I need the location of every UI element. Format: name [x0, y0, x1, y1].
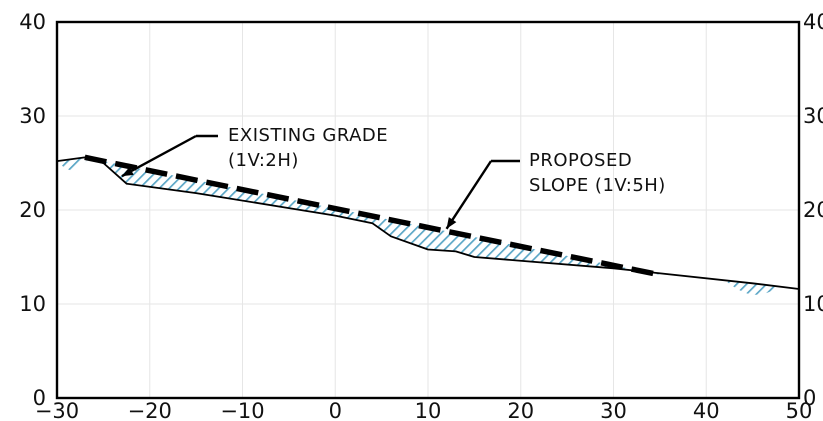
proposed-slope-arrowhead — [446, 217, 457, 229]
annotations: EXISTING GRADE (1V:2H) PROPOSED SLOPE (1V:5… — [121, 125, 666, 230]
plot-frame — [55, 20, 801, 400]
x-tick-label: 0 — [329, 399, 342, 421]
existing-grade-label: (1V:2H) — [228, 150, 299, 171]
x-tick-label: 20 — [507, 399, 534, 421]
y-tick-label-left: 10 — [19, 292, 46, 316]
x-tick-label: −30 — [35, 399, 79, 421]
x-tick-label: −10 — [220, 399, 264, 421]
proposed-slope-label: PROPOSED — [529, 150, 632, 171]
y-tick-label-left: 40 — [19, 10, 46, 34]
proposed-slope-label: SLOPE (1V:5H) — [529, 175, 666, 196]
y-tick-label-right: 10 — [803, 292, 823, 316]
existing-grade-label: EXISTING GRADE — [228, 125, 388, 146]
y-tick-label-left: 30 — [19, 104, 46, 128]
existing-grade-line — [56, 156, 800, 290]
right-end-hatch — [724, 280, 781, 295]
x-tick-label: 50 — [786, 399, 813, 421]
proposed-slope-leader — [445, 160, 493, 230]
y-tick-label-right: 20 — [803, 198, 823, 222]
y-tick-label-left: 20 — [19, 198, 46, 222]
axis-tick-labels: −30−20−1001020304050010203040010203040 — [19, 10, 823, 421]
y-tick-label-left: 0 — [33, 386, 46, 410]
y-tick-label-right: 30 — [803, 104, 823, 128]
proposed-slope-line — [84, 154, 661, 278]
x-tick-label: 10 — [415, 399, 442, 421]
y-tick-label-right: 0 — [803, 386, 816, 410]
x-tick-label: −20 — [128, 399, 172, 421]
profile-lines — [56, 154, 800, 290]
x-tick-label: 30 — [600, 399, 627, 421]
x-tick-label: 40 — [693, 399, 720, 421]
existing-grade-arrowhead — [121, 166, 134, 177]
y-tick-label-right: 40 — [803, 10, 823, 34]
existing-grade-leader — [121, 134, 197, 178]
grid-lines — [57, 22, 799, 398]
